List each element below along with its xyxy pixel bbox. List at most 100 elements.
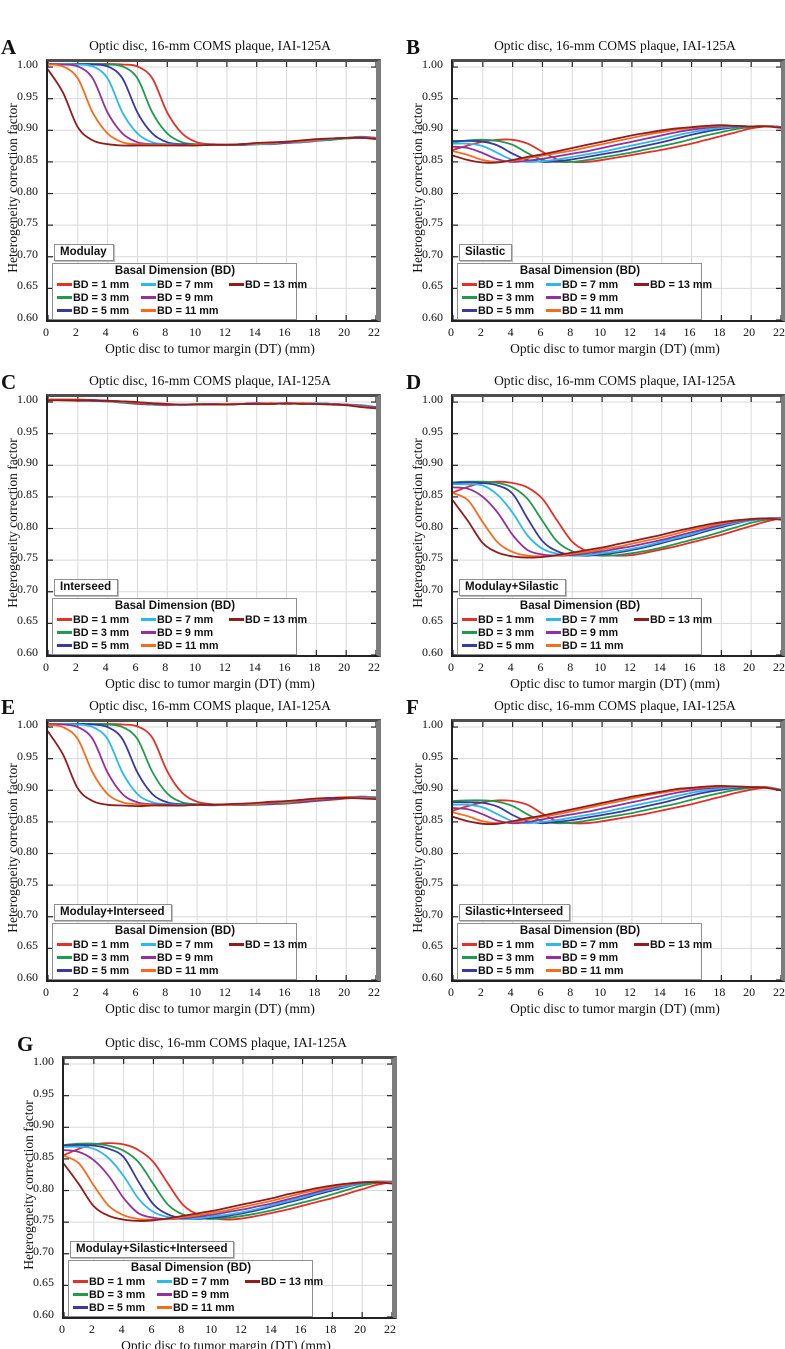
legend-line-swatch: [546, 644, 561, 647]
y-tick-label: 0.90: [422, 120, 443, 135]
legend-entry: BD = 9 mm: [141, 626, 229, 639]
legend-line-swatch: [57, 618, 72, 621]
legend-box: Basal Dimension (BD) BD = 1 mm BD = 3 mm B…: [52, 263, 307, 320]
x-tick-label: 16: [278, 660, 291, 674]
legend-entry: BD = 3 mm: [462, 291, 546, 304]
legend-line-swatch: [546, 969, 561, 972]
material-label: Modulay+Interseed: [54, 904, 172, 921]
legend-entry: BD = 7 mm: [546, 278, 634, 291]
x-tick-label: 6: [537, 660, 544, 674]
line-bd13mm: [453, 124, 781, 164]
x-tick-label: 18: [308, 325, 321, 339]
x-axis-label: Optic disc to tumor margin (DT) (mm): [510, 676, 720, 691]
legend-entry: BD = 1 mm: [462, 278, 546, 291]
legend-entry-label: BD = 1 mm: [89, 1275, 146, 1288]
x-tick-label: 8: [162, 985, 169, 999]
legend-entry-label: BD = 11 mm: [173, 1301, 235, 1314]
legend-column: BD = 13 mm: [245, 1275, 323, 1288]
legend-entry-label: BD = 1 mm: [73, 278, 130, 291]
legend-entry-label: BD = 9 mm: [157, 291, 214, 304]
x-tick-label: 14: [248, 985, 261, 999]
line-bd7mm: [48, 722, 376, 807]
line-bd3mm: [453, 125, 781, 164]
legend-entry-label: BD = 13 mm: [245, 938, 308, 951]
panel-d: D Optic disc, 16-mm COMS plaque, IAI-125…: [405, 368, 785, 701]
line-bd3mm: [48, 722, 376, 806]
y-tick-label: 0.80: [422, 518, 443, 533]
legend-entry: BD = 11 mm: [141, 639, 229, 652]
legend-entries: BD = 1 mm BD = 3 mm BD = 5 mm BD = 7 mm BD =…: [57, 938, 307, 977]
plot-area: Silastic Basal Dimension (BD) BD = 1 mm B…: [451, 59, 785, 322]
x-tick-label: 18: [308, 660, 321, 674]
x-tick-label: 14: [653, 325, 666, 339]
data-series: [48, 722, 376, 807]
x-tick-label: 6: [132, 985, 139, 999]
plot-area: Modulay+Interseed Basal Dimension (BD) B…: [46, 719, 381, 982]
legend-entry-label: BD = 9 mm: [157, 951, 214, 964]
legend-entry-label: BD = 7 mm: [562, 938, 619, 951]
legend-entry: BD = 7 mm: [141, 938, 229, 951]
legend-entry: BD = 13 mm: [229, 278, 307, 291]
x-tick-label: 4: [102, 985, 109, 999]
x-tick-label: 6: [132, 660, 139, 674]
panel-letter: C: [1, 370, 17, 394]
y-tick-label: 1.00: [422, 717, 443, 732]
x-tick-label: 10: [189, 325, 202, 339]
x-axis-label: Optic disc to tumor margin (DT) (mm): [510, 1001, 720, 1016]
y-tick-label: 0.80: [17, 518, 38, 533]
x-tick-label: 12: [218, 660, 231, 674]
legend-column: BD = 1 mm BD = 3 mm BD = 5 mm: [57, 938, 141, 977]
legend-entry: BD = 3 mm: [462, 626, 546, 639]
legend-column: BD = 7 mm BD = 9 mm BD = 11 mm: [546, 278, 634, 317]
x-tick-label: 0: [43, 985, 49, 999]
legend-box: Basal Dimension (BD) BD = 1 mm BD = 3 mm B…: [68, 1260, 323, 1317]
y-tick-label: 0.75: [17, 215, 38, 230]
line-bd5mm: [453, 124, 781, 163]
x-axis-label: Optic disc to tumor margin (DT) (mm): [105, 341, 315, 356]
legend-entry-label: BD = 3 mm: [89, 1288, 146, 1301]
x-axis-label: Optic disc to tumor margin (DT) (mm): [121, 1338, 331, 1349]
legend-entry-label: BD = 1 mm: [478, 613, 535, 626]
legend-entry-label: BD = 3 mm: [73, 291, 130, 304]
legend-box: Basal Dimension (BD) BD = 1 mm BD = 3 mm B…: [457, 923, 712, 980]
panel-title: Optic disc, 16-mm COMS plaque, IAI-125A: [494, 38, 736, 53]
legend-entry-label: BD = 13 mm: [650, 938, 713, 951]
legend-entry: BD = 9 mm: [546, 291, 634, 304]
x-tick-label: 12: [623, 660, 636, 674]
y-tick-label: 0.60: [17, 310, 38, 324]
x-tick-label: 22: [773, 660, 785, 674]
y-tick-label: 0.95: [422, 423, 443, 438]
material-label: Silastic: [459, 244, 513, 261]
y-tick-label: 0.95: [422, 88, 443, 103]
panel-a: A Optic disc, 16-mm COMS plaque, IAI-125…: [0, 33, 390, 366]
material-label: Interseed: [54, 579, 119, 596]
x-tick-label: 10: [189, 985, 202, 999]
x-tick-label: 20: [743, 985, 756, 999]
line-bd7mm: [453, 786, 781, 825]
legend-entry-label: BD = 1 mm: [73, 613, 130, 626]
panel-b: B Optic disc, 16-mm COMS plaque, IAI-125…: [405, 33, 785, 366]
line-bd9mm: [453, 124, 781, 163]
line-bd5mm: [48, 62, 376, 146]
legend-entry: BD = 13 mm: [245, 1275, 323, 1288]
y-tick-label: 1.00: [17, 57, 38, 72]
legend-line-swatch: [546, 309, 561, 312]
line-bd1mm: [453, 786, 781, 825]
legend-entry: BD = 3 mm: [57, 291, 141, 304]
legend-line-swatch: [57, 296, 72, 299]
x-tick-label: 12: [623, 985, 636, 999]
legend-entry-label: BD = 1 mm: [73, 938, 130, 951]
legend-line-swatch: [462, 296, 477, 299]
plot-area: Modulay+Silastic Basal Dimension (BD) BD…: [451, 394, 785, 657]
y-tick-label: 0.65: [17, 938, 38, 953]
legend-box: Basal Dimension (BD) BD = 1 mm BD = 3 mm B…: [457, 598, 712, 655]
legend-line-swatch: [462, 969, 477, 972]
line-bd11mm: [453, 124, 781, 163]
line-bd1mm: [64, 1142, 392, 1221]
legend-line-swatch: [57, 631, 72, 634]
x-tick-label: 18: [308, 985, 321, 999]
legend-entry-label: BD = 11 mm: [157, 639, 219, 652]
legend-column: BD = 13 mm: [634, 278, 712, 291]
plot-area: Modulay+Silastic+Interseed Basal Dimensi…: [62, 1056, 397, 1319]
line-bd11mm: [48, 63, 376, 147]
